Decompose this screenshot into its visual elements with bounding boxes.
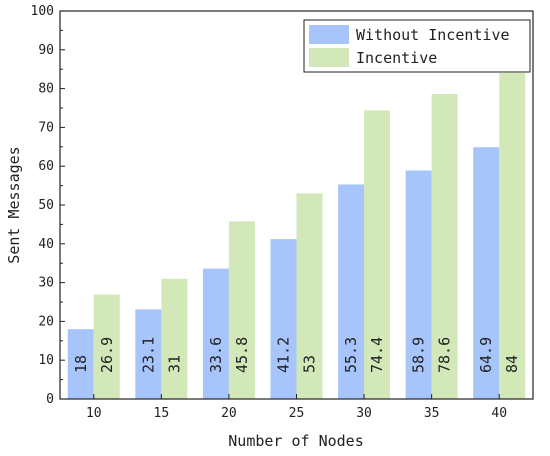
y-axis-title: Sent Messages <box>5 146 23 263</box>
bar-without-incentive-15 <box>135 309 162 399</box>
x-tick-label-10: 10 <box>86 406 102 421</box>
y-tick-label: 70 <box>38 120 54 135</box>
y-tick-label: 20 <box>38 314 54 329</box>
bar-incentive-15 <box>161 278 188 399</box>
data-label-incentive-35: 78.6 <box>436 337 454 373</box>
data-label-incentive-40: 84 <box>503 355 521 373</box>
x-tick-label-25: 25 <box>289 406 305 421</box>
y-tick-label: 80 <box>38 82 54 97</box>
data-label-without-incentive-20: 33.6 <box>207 337 225 373</box>
data-label-incentive-30: 74.4 <box>368 337 386 373</box>
y-tick-label: 0 <box>46 392 54 407</box>
data-labels-layer: 18 26.9 23.1 31 33.6 45.8 41.2 53 55.3 74.4 58.9 78… <box>72 337 521 373</box>
data-label-without-incentive-25: 41.2 <box>275 337 293 373</box>
y-tick-label: 40 <box>38 237 54 252</box>
bar-incentive-40 <box>499 73 526 399</box>
data-label-incentive-15: 31 <box>165 355 183 373</box>
bars-layer <box>67 73 526 400</box>
x-tick-label-40: 40 <box>491 406 507 421</box>
bar-incentive-20 <box>228 221 255 399</box>
bar-incentive-30 <box>364 110 391 399</box>
legend-swatch-incentive <box>309 48 349 67</box>
bar-without-incentive-20 <box>202 268 229 399</box>
y-tick-label: 60 <box>38 159 54 174</box>
bar-incentive-10 <box>93 294 120 399</box>
bar-without-incentive-10 <box>67 329 94 399</box>
bar-without-incentive-35 <box>405 170 432 399</box>
bar-incentive-35 <box>431 94 458 400</box>
bar-incentive-25 <box>296 193 323 399</box>
x-tick-label-20: 20 <box>221 406 237 421</box>
bar-without-incentive-30 <box>338 184 365 399</box>
x-axis-title: Number of Nodes <box>228 432 363 450</box>
y-tick-label: 50 <box>38 198 54 213</box>
y-tick-label: 90 <box>38 43 54 58</box>
data-label-incentive-25: 53 <box>301 355 319 373</box>
x-tick-label-30: 30 <box>356 406 372 421</box>
data-label-without-incentive-35: 58.9 <box>410 337 428 373</box>
y-tick-label: 10 <box>38 353 54 368</box>
legend: Without Incentive Incentive <box>303 19 531 73</box>
data-label-incentive-20: 45.8 <box>233 337 251 373</box>
bar-without-incentive-40 <box>473 147 500 399</box>
data-label-without-incentive-15: 23.1 <box>139 337 157 373</box>
legend-label-incentive: Incentive <box>356 49 437 67</box>
data-label-without-incentive-40: 64.9 <box>477 337 495 373</box>
y-tick-label: 30 <box>38 276 54 291</box>
data-label-incentive-10: 26.9 <box>98 337 116 373</box>
x-tick-label-15: 15 <box>154 406 170 421</box>
legend-swatch-without-incentive <box>309 25 349 44</box>
x-tick-label-35: 35 <box>424 406 440 421</box>
y-tick-label: 100 <box>31 4 54 19</box>
x-axis-ticks: 10 15 20 25 30 35 40 <box>86 394 507 421</box>
y-axis-ticks: 0 10 20 30 40 50 60 70 80 90 100 <box>31 4 65 407</box>
legend-label-without-incentive: Without Incentive <box>356 26 510 44</box>
bar-without-incentive-25 <box>270 239 297 399</box>
data-label-without-incentive-30: 55.3 <box>342 337 360 373</box>
data-label-without-incentive-10: 18 <box>72 355 90 373</box>
